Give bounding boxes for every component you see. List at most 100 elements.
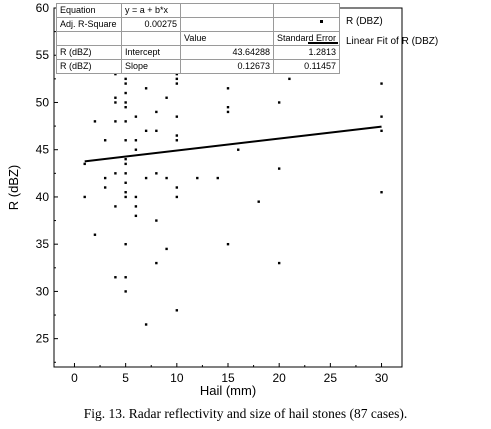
data-point [83,195,86,199]
stats-cell: Intercept [121,45,181,60]
data-point [216,176,219,180]
y-tick-label: 30 [36,284,50,298]
data-point [175,139,179,142]
stats-cell: Equation [56,3,122,18]
data-point [124,105,127,109]
data-point [175,195,179,199]
data-point [226,110,230,114]
data-point [83,162,86,166]
data-point [155,172,158,175]
stats-cell: Value [180,31,274,46]
data-point [288,77,291,81]
stats-cell: Slope [121,59,181,74]
legend-point-marker [320,20,323,23]
data-point [165,247,168,251]
data-point [175,72,179,76]
data-point [257,200,260,203]
data-point [103,139,107,142]
y-axis-label: R (dBZ) [6,165,21,211]
data-point [144,176,148,180]
data-point [124,191,127,194]
legend-label-fit: Linear Fit of R (DBZ) [346,36,439,47]
stats-cell [121,31,181,46]
data-point [155,110,158,114]
data-point [124,139,127,142]
data-point [277,101,281,104]
stats-cell: R (dBZ) [56,45,122,60]
legend-fit-line [308,42,338,44]
data-point [114,205,117,208]
linear-fit-line [84,125,382,163]
x-tick-label: 15 [221,371,235,385]
y-tick-label: 55 [36,48,50,62]
data-point [124,181,127,184]
stats-row-equation: Equation y = a + b*x [56,3,341,18]
data-point [134,195,138,199]
data-point [124,101,127,104]
data-point [93,233,97,236]
data-point [380,129,383,133]
data-point [380,115,383,118]
x-tick-label: 25 [324,371,338,385]
data-point [175,77,179,81]
data-point [114,96,117,99]
data-point [175,115,179,118]
data-point [114,120,117,123]
data-point [114,172,117,175]
stats-cell: Adj. R-Square [56,17,122,32]
x-tick-label: 30 [375,371,389,385]
data-point [114,72,117,76]
data-point [226,242,230,246]
data-point [196,176,199,180]
data-point [124,242,127,246]
data-point [144,129,148,133]
data-point [103,176,107,180]
x-tick-label: 10 [170,371,184,385]
data-point [237,148,240,151]
x-axis-label: Hail (mm) [200,383,256,398]
y-tick-label: 50 [36,95,50,109]
data-point [134,139,138,142]
stats-cell [180,17,274,32]
data-point [124,195,127,199]
stats-cell: y = a + b*x [121,3,181,18]
stats-row-adj-r-square: Adj. R-Square 0.00275 [56,17,341,32]
stats-row-intercept: R (dBZ) Intercept 43.64288 1.2813 [56,45,341,60]
data-point [124,157,127,161]
data-point [226,87,230,90]
chart-legend: R (DBZ) Linear Fit of R (DBZ) [306,10,486,52]
y-tick-label: 25 [36,332,50,346]
data-point [114,276,117,279]
data-point [124,82,127,85]
data-point [124,276,127,279]
stats-cell: 43.64288 [180,45,274,60]
data-point [134,214,138,218]
data-point [144,87,148,90]
data-point [134,115,138,118]
data-point [226,105,230,109]
data-point [380,191,383,194]
x-tick-label: 20 [272,371,286,385]
data-point [155,261,158,265]
data-point [134,148,138,151]
data-point [103,186,107,189]
y-tick-label: 45 [36,143,50,157]
data-point [144,323,148,326]
stats-cell: R (dBZ) [56,59,122,74]
stats-cell: 0.11457 [272,59,341,74]
scatter-chart: 0 5 10 15 20 25 30 25 30 35 40 45 50 55 60 Hail (mm) R (… [6,1,403,398]
y-tick-label: 35 [36,237,50,251]
data-point [93,120,97,123]
stats-cell [56,31,122,46]
data-point [124,77,127,81]
data-point [155,129,158,133]
figure-caption: Fig. 13. Radar reflectivity and size of … [83,406,408,421]
data-point [175,309,179,312]
stats-cell: 0.00275 [121,17,181,32]
data-point [165,176,168,180]
stats-cell: 0.12673 [180,59,274,74]
data-point [175,82,179,85]
stats-row-slope: R (dBZ) Slope 0.12673 0.11457 [56,59,341,74]
data-point [277,167,281,170]
